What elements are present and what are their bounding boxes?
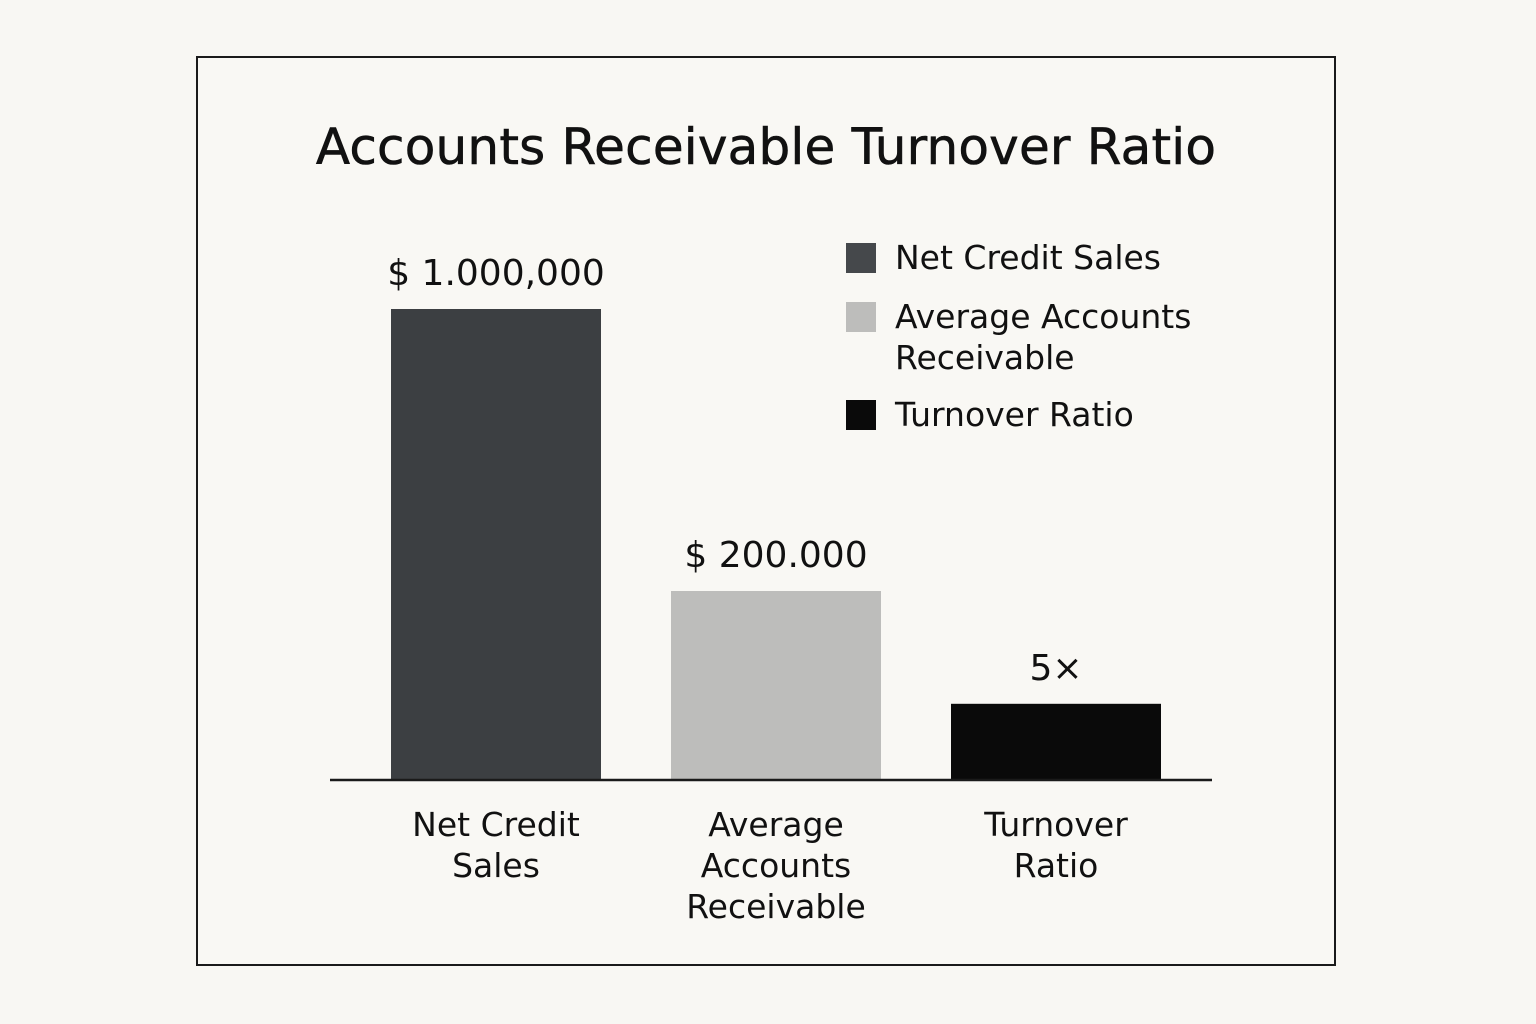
chart-frame: Accounts Receivable Turnover Ratio (196, 56, 1336, 966)
legend-label-line: Turnover Ratio (894, 395, 1134, 434)
legend-swatch-3 (846, 400, 876, 430)
category-label-3: Turnover Ratio (983, 805, 1128, 885)
category-label-line: Average (708, 805, 844, 844)
value-label-1: $ 1.000,000 (387, 253, 605, 294)
category-label-1: Net Credit Sales (412, 805, 580, 885)
category-label-line: Turnover (983, 805, 1128, 844)
legend-label-line: Average Accounts (895, 297, 1191, 336)
labels-layer: $ 1.000,000 Net Credit Sales $ 200.000 Avera… (387, 253, 1128, 926)
category-label-2: Average Accounts Receivable (686, 805, 866, 926)
category-label-line: Receivable (686, 887, 866, 926)
chart-title: Accounts Receivable Turnover Ratio (315, 118, 1217, 177)
legend-swatch-2 (846, 302, 876, 332)
legend-label-1: Net Credit Sales (895, 238, 1161, 277)
legend: Net Credit Sales Average Accounts Receivab… (846, 238, 1191, 434)
value-label-2: $ 200.000 (684, 535, 867, 576)
legend-label-line: Net Credit Sales (895, 238, 1161, 277)
legend-label-3: Turnover Ratio (894, 395, 1134, 434)
category-label-line: Net Credit (412, 805, 580, 844)
category-label-line: Sales (452, 846, 540, 885)
category-label-line: Ratio (1014, 846, 1099, 885)
legend-swatch-1 (846, 243, 876, 273)
legend-label-line: Receivable (895, 338, 1075, 377)
category-label-line: Accounts (701, 846, 851, 885)
bars-layer (391, 309, 1161, 779)
bar-2 (671, 591, 881, 779)
value-label-3: 5× (1029, 648, 1082, 689)
legend-label-2: Average Accounts Receivable (895, 297, 1191, 377)
bar-1 (391, 309, 601, 779)
bar-3 (951, 703, 1161, 779)
